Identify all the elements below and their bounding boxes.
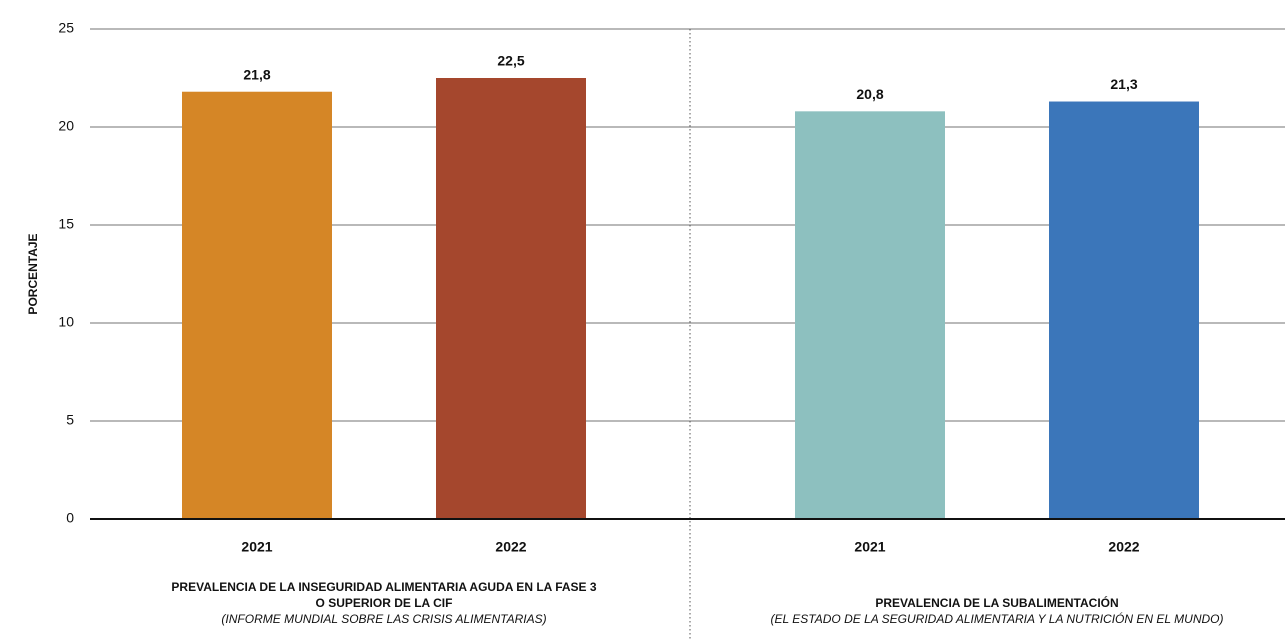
- y-tick-label: 5: [66, 412, 74, 428]
- bar: [436, 78, 586, 519]
- group-label: O SUPERIOR DE LA CIF: [316, 596, 453, 610]
- y-tick-label: 25: [58, 20, 74, 36]
- value-label: 22,5: [497, 53, 524, 69]
- value-label: 20,8: [856, 86, 883, 102]
- x-tick-label: 2022: [495, 539, 526, 555]
- value-label: 21,8: [243, 66, 270, 82]
- value-label: 21,3: [1110, 76, 1137, 92]
- x-tick-label: 2021: [241, 539, 272, 555]
- group-label: PREVALENCIA DE LA SUBALIMENTACIÓN: [875, 595, 1118, 610]
- bar: [795, 111, 945, 519]
- bar: [1049, 101, 1199, 520]
- y-tick-label: 0: [66, 510, 74, 526]
- y-tick-label: 10: [58, 314, 74, 330]
- group-source: (INFORME MUNDIAL SOBRE LAS CRISIS ALIMEN…: [221, 612, 546, 626]
- y-tick-label: 20: [58, 118, 74, 134]
- y-tick-label: 15: [58, 216, 74, 232]
- y-axis-label: PORCENTAJE: [26, 233, 40, 314]
- group-label: PREVALENCIA DE LA INSEGURIDAD ALIMENTARI…: [171, 580, 596, 594]
- x-tick-label: 2022: [1108, 539, 1139, 555]
- x-tick-label: 2021: [854, 539, 885, 555]
- group-source: (EL ESTADO DE LA SEGURIDAD ALIMENTARIA Y…: [771, 611, 1224, 626]
- bar: [182, 91, 332, 519]
